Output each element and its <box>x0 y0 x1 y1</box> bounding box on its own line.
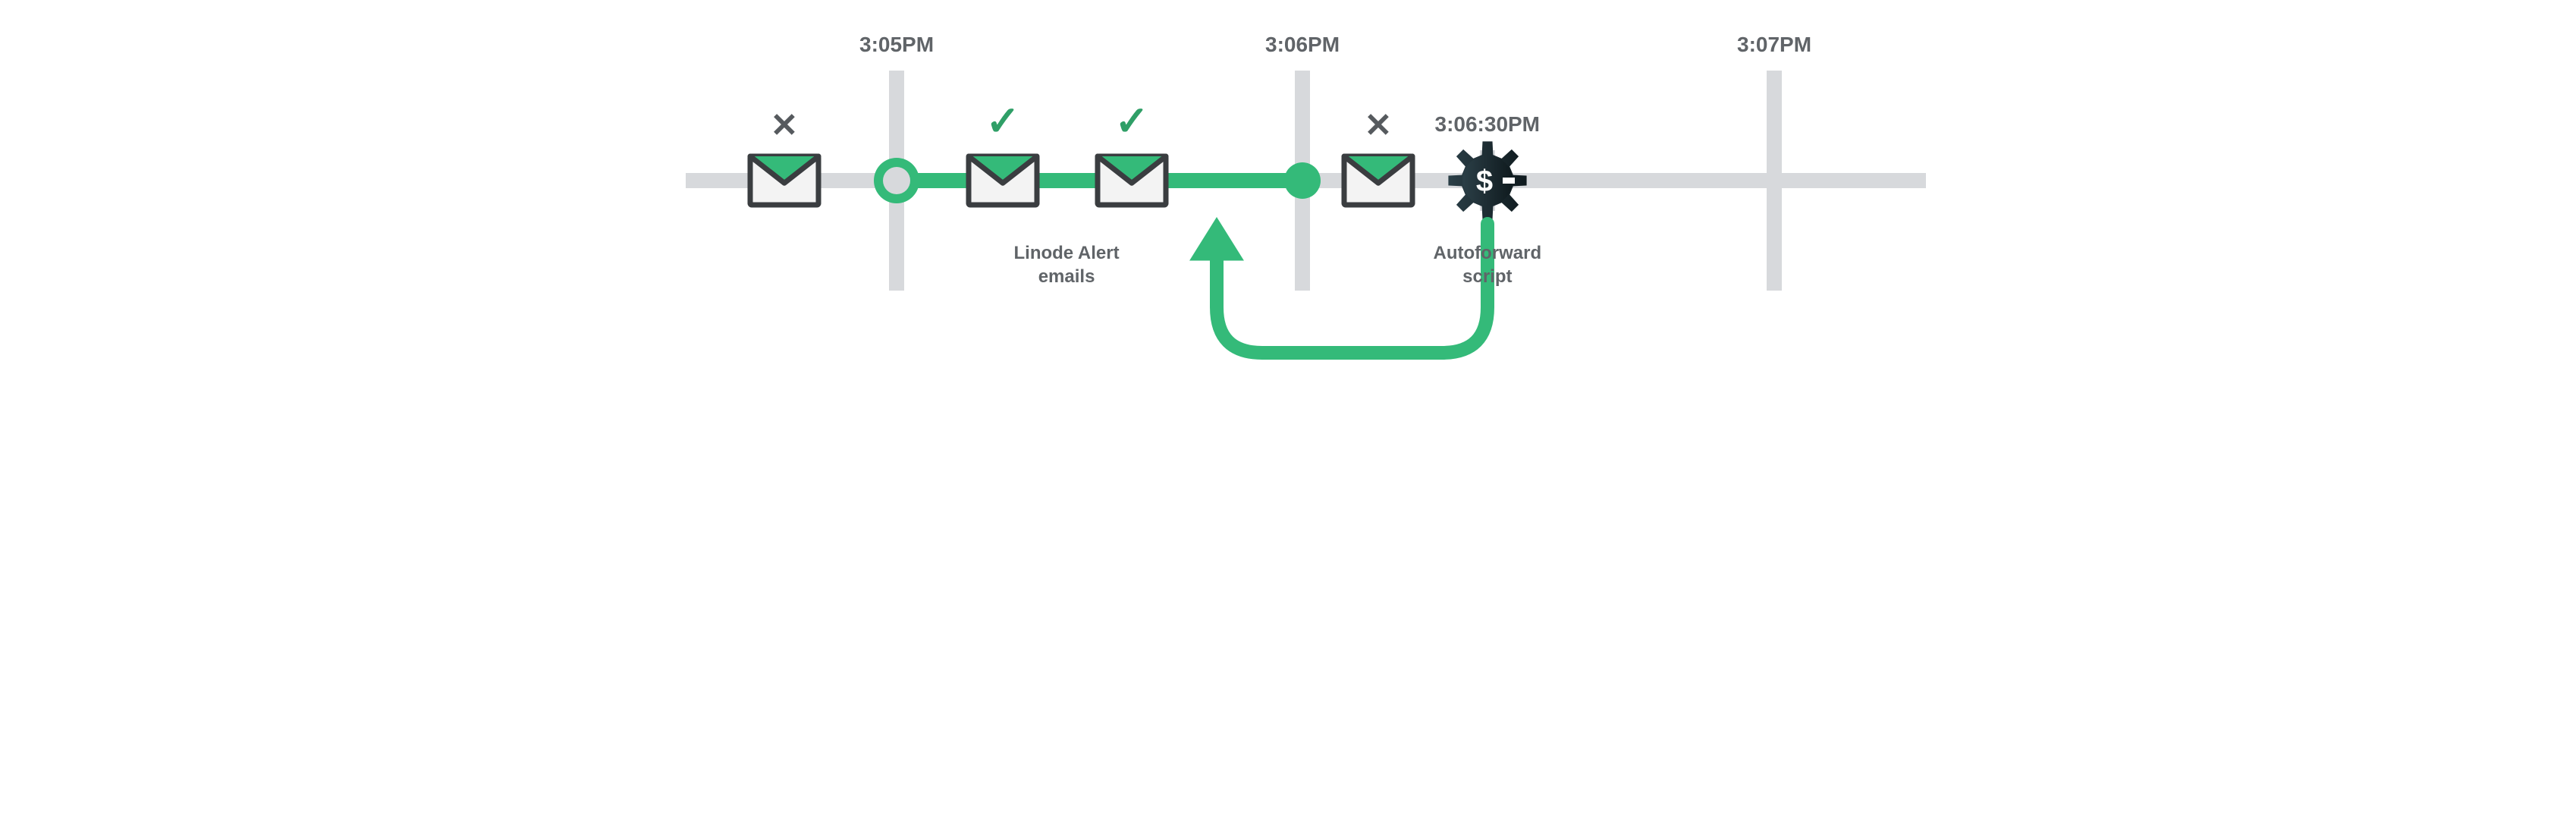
tick-label-305: 3:05PM <box>859 33 934 57</box>
tick-label-30630: 3:06:30PM <box>1435 112 1541 137</box>
cross-icon: ✕ <box>771 106 799 145</box>
tick-label-307: 3:07PM <box>1737 33 1811 57</box>
check-icon: ✓ <box>986 97 1020 145</box>
label-line1: Linode Alert <box>1014 243 1120 263</box>
cross-icon: ✕ <box>1365 106 1393 145</box>
tick-label-306: 3:06PM <box>1265 33 1340 57</box>
label-line2: script <box>1462 266 1512 287</box>
envelope-icon <box>1344 156 1412 205</box>
label-line1: Autoforward <box>1434 243 1542 263</box>
gear-icon: $ <box>1448 141 1526 219</box>
timeline-svg: $ <box>644 0 1932 412</box>
label-line2: emails <box>1038 266 1095 287</box>
svg-text:$: $ <box>1476 165 1493 198</box>
check-icon: ✓ <box>1115 97 1149 145</box>
envelope-icon <box>1098 156 1166 205</box>
label-linode-alert-emails: Linode Alert emails <box>1014 241 1120 288</box>
label-autoforward-script: Autoforward script <box>1434 241 1542 288</box>
envelope-icon <box>750 156 818 205</box>
envelope-icon <box>969 156 1037 205</box>
timeline-diagram: $ 3:05PM 3:06PM 3:06:30PM 3:07PM Linode … <box>644 0 1932 412</box>
